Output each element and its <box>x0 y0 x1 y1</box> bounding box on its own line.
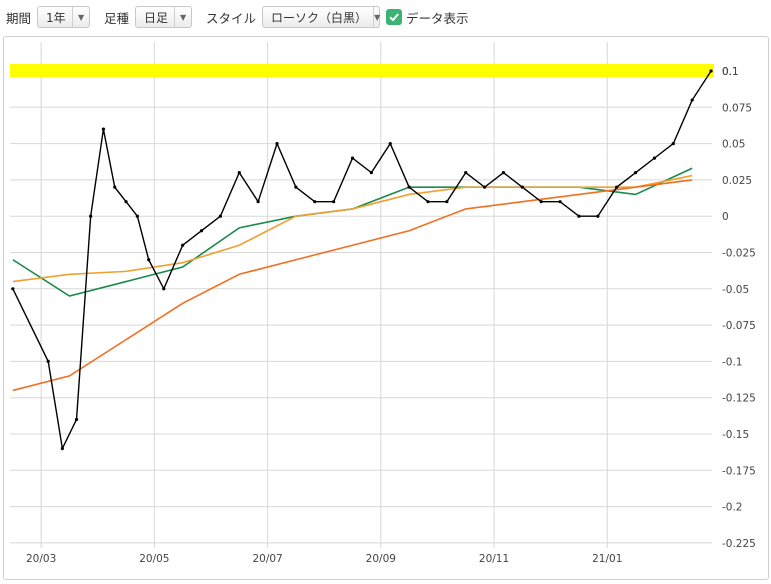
price-point <box>147 258 151 262</box>
period-select[interactable]: 1年 ▼ <box>37 6 91 28</box>
price-point <box>74 417 79 422</box>
price-point <box>539 200 543 204</box>
price-point <box>181 243 185 247</box>
period-value: 1年 <box>46 10 66 25</box>
style-label: スタイル <box>206 10 257 26</box>
y-tick-label: 0.025 <box>722 175 752 187</box>
y-tick-label: -0.175 <box>722 465 756 477</box>
x-tick-label: 20/03 <box>26 553 56 565</box>
interval-select[interactable]: 日足 ▼ <box>135 6 193 28</box>
y-tick-label: 0.075 <box>722 102 752 114</box>
price-point <box>388 142 392 146</box>
price-point <box>407 185 411 189</box>
y-tick-label: -0.075 <box>722 320 756 332</box>
x-tick-label: 20/11 <box>479 553 509 565</box>
x-tick-label: 20/05 <box>139 553 169 565</box>
price-point <box>237 171 241 175</box>
price-point <box>60 446 64 451</box>
price-point <box>218 214 223 218</box>
price-point <box>313 200 317 204</box>
y-tick-label: -0.1 <box>722 356 743 368</box>
price-point <box>558 200 562 204</box>
price-point <box>350 156 355 160</box>
price-point <box>294 185 298 189</box>
price-point <box>709 69 713 73</box>
checkmark-icon <box>389 13 400 22</box>
y-tick-label: -0.15 <box>722 429 749 441</box>
style-value: ローソク（白黒） <box>271 10 368 25</box>
style-select[interactable]: ローソク（白黒） ▼ <box>262 6 380 28</box>
y-tick-label: 0.05 <box>722 139 745 151</box>
price-point <box>113 185 117 189</box>
ma-long-line <box>12 179 693 392</box>
price-point <box>101 127 106 131</box>
x-tick-label: 20/09 <box>366 553 396 565</box>
y-tick-label: -0.05 <box>722 284 749 296</box>
price-point <box>332 200 336 204</box>
price-point <box>162 287 166 291</box>
price-point <box>199 229 204 233</box>
y-tick-label: 0 <box>722 211 729 223</box>
chart-toolbar: 期間 1年 ▼ 足種 日足 ▼ スタイル ローソク（白黒） ▼ データ表示 <box>0 0 771 34</box>
price-point <box>596 214 600 218</box>
price-point <box>501 171 506 175</box>
x-tick-label: 20/07 <box>252 553 282 565</box>
interval-value: 日足 <box>144 10 169 25</box>
highlight-value-label: 0.1 <box>722 66 739 78</box>
price-point <box>46 359 50 363</box>
show-data-label[interactable]: データ表示 <box>406 10 469 26</box>
price-point <box>275 142 279 146</box>
price-line <box>12 70 712 451</box>
price-point <box>633 171 638 175</box>
chart-frame <box>3 36 769 580</box>
price-point <box>369 171 373 175</box>
chevron-down-icon: ▼ <box>174 7 191 27</box>
price-point <box>483 185 487 189</box>
price-point <box>89 214 93 218</box>
price-point <box>445 200 449 204</box>
y-tick-label: 0.1 <box>722 66 739 78</box>
y-tick-label: -0.225 <box>722 538 756 550</box>
ma-mid-line <box>12 174 693 283</box>
price-point <box>577 214 581 218</box>
price-point <box>135 214 139 218</box>
price-point <box>11 287 15 291</box>
x-tick-label: 21/01 <box>592 553 622 565</box>
price-point <box>671 142 675 146</box>
chevron-down-icon: ▼ <box>373 7 380 27</box>
period-label: 期間 <box>6 10 32 26</box>
y-tick-label: -0.125 <box>722 393 756 405</box>
show-data-checkbox[interactable] <box>386 9 403 25</box>
y-tick-label: -0.2 <box>722 502 743 514</box>
chevron-down-icon: ▼ <box>72 7 89 27</box>
highlight-band <box>10 64 714 77</box>
interval-label: 足種 <box>104 10 130 26</box>
price-point <box>520 185 524 189</box>
price-point <box>124 200 128 204</box>
y-tick-label: -0.025 <box>722 248 756 260</box>
price-point <box>690 98 694 102</box>
price-point <box>256 200 260 204</box>
price-point <box>426 200 430 204</box>
price-point <box>615 185 619 189</box>
price-point <box>652 156 657 160</box>
price-point <box>464 171 468 175</box>
